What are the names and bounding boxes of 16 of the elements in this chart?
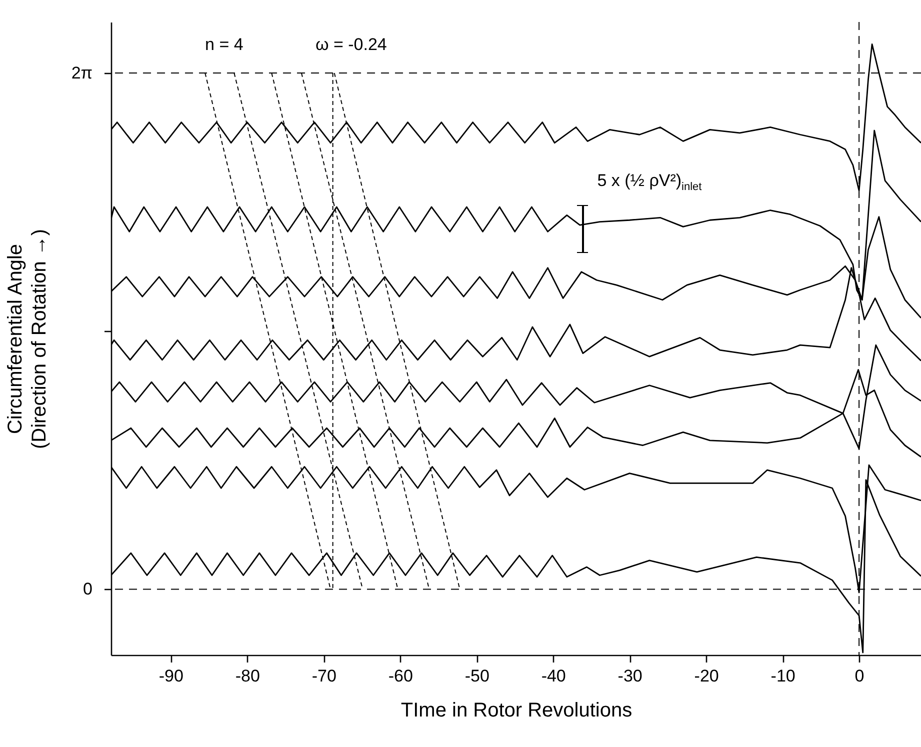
x-axis-title: TIme in Rotor Revolutions [400, 700, 632, 722]
annotation: n = 4 [205, 35, 244, 56]
x-tick-label: -50 [464, 666, 490, 686]
x-tick-label: -90 [158, 666, 184, 686]
y-axis-title: Circumferential Angle (Direction of Rotation →) [4, 228, 50, 450]
x-tick-label: -10 [770, 666, 796, 686]
annotation: ω = -0.24 [315, 35, 387, 56]
x-tick-label: -60 [388, 666, 413, 686]
x-tick-label: -20 [694, 666, 719, 686]
x-tick-label: -30 [618, 666, 642, 686]
y-tick-label: 2π [71, 63, 92, 82]
x-tick-label: -40 [541, 666, 566, 686]
x-tick-label: 0 [854, 666, 864, 686]
x-tick-label: -70 [312, 666, 336, 686]
x-tick-label: -80 [235, 666, 260, 686]
annotation: 5 x (½ ρV²)$_{inlet}$ [597, 171, 702, 194]
